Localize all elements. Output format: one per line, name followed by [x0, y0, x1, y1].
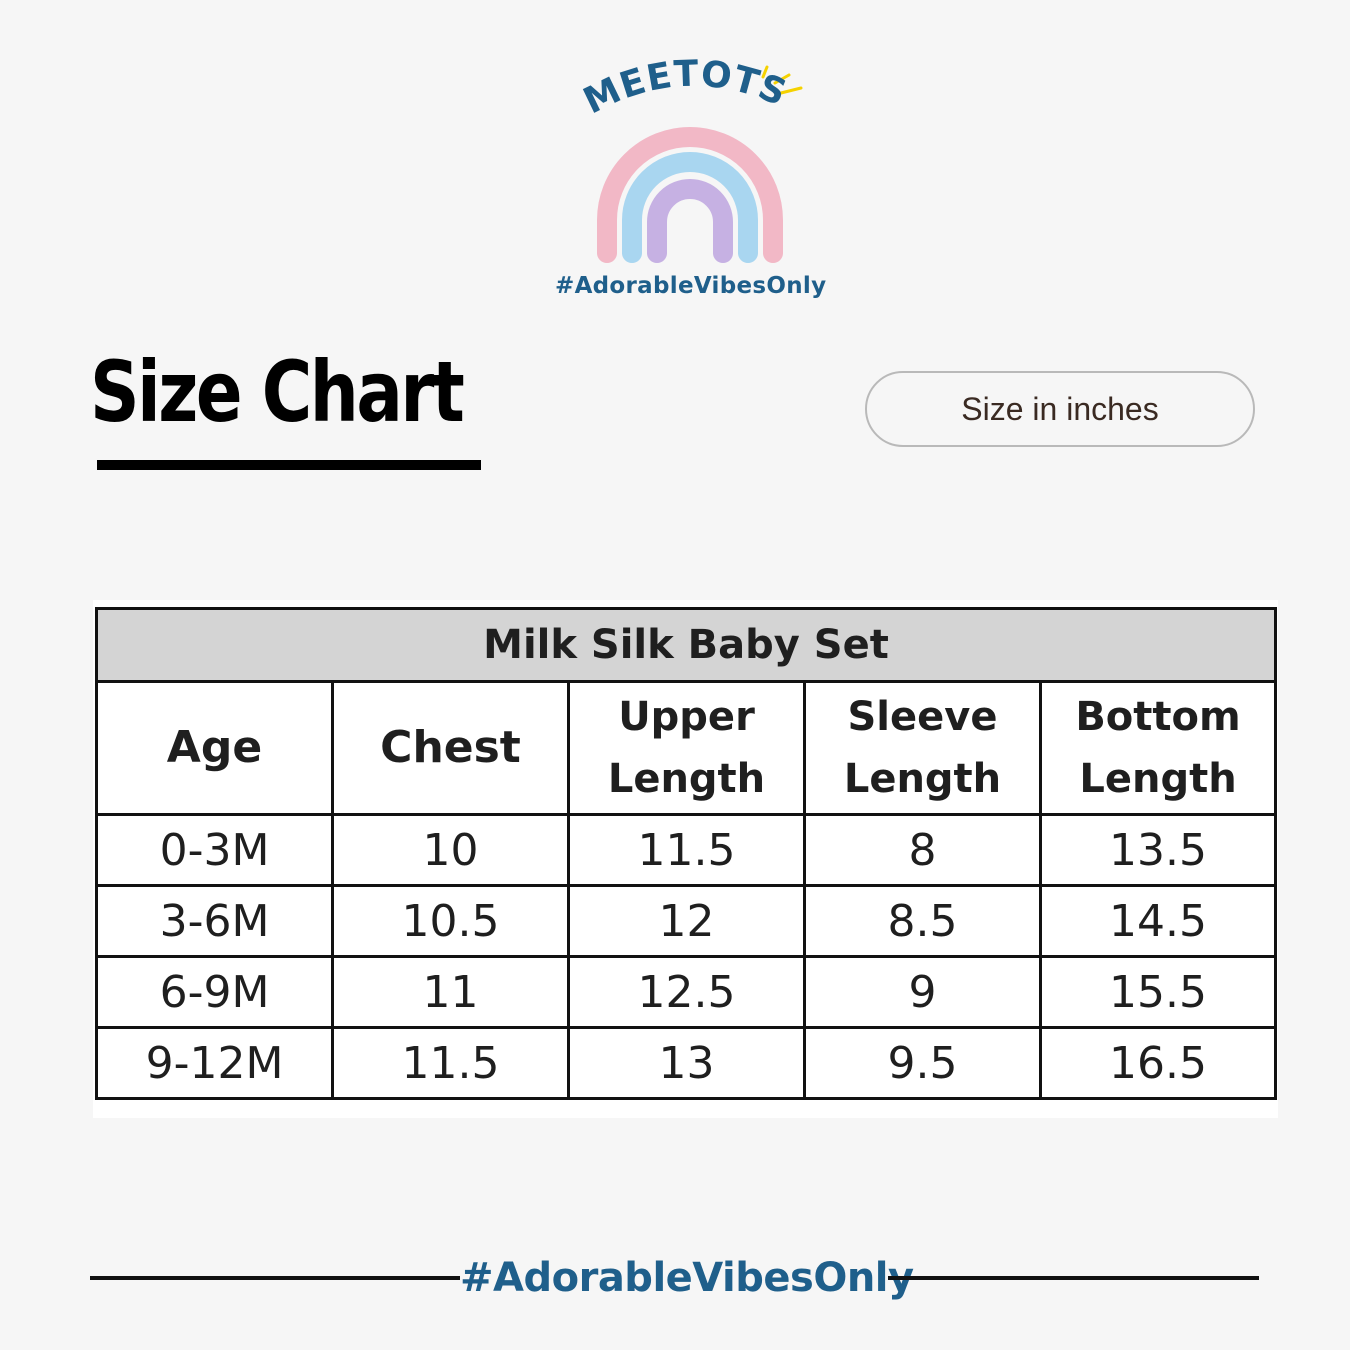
cell-bottom-length: 16.5: [1038, 1026, 1278, 1100]
table-row: 6-9M 11 12.5 9 15.5: [95, 955, 1278, 1029]
cell-sleeve-length: 8.5: [803, 884, 1042, 958]
cell-age: 9-12M: [95, 1026, 334, 1100]
cell-age: 0-3M: [95, 813, 334, 887]
column-header-upper-length: Upper Length: [567, 680, 806, 816]
unit-label: Size in inches: [961, 390, 1159, 427]
cell-bottom-length: 13.5: [1038, 813, 1278, 887]
title-underline: [97, 460, 481, 470]
cell-upper-length: 11.5: [567, 813, 806, 887]
column-header-chest: Chest: [331, 680, 570, 816]
table-row: 3-6M 10.5 12 8.5 14.5: [95, 884, 1278, 958]
column-header-age: Age: [95, 680, 334, 816]
cell-upper-length: 12: [567, 884, 806, 958]
rainbow-outer-arc: [597, 127, 783, 263]
cell-chest: 11: [331, 955, 570, 1029]
rainbow-logo-graphic: MEETOTS: [577, 55, 803, 263]
cell-bottom-length: 15.5: [1038, 955, 1278, 1029]
page-title: Size Chart: [90, 343, 465, 441]
column-header-bottom-length: Bottom Length: [1038, 680, 1278, 816]
footer-divider-right: [888, 1276, 1259, 1280]
cell-sleeve-length: 9.5: [803, 1026, 1042, 1100]
cell-chest: 10: [331, 813, 570, 887]
footer-tagline: #AdorableVibesOnly: [460, 1255, 914, 1301]
table-row: 9-12M 11.5 13 9.5 16.5: [95, 1026, 1278, 1100]
table-row: 0-3M 10 11.5 8 13.5: [95, 813, 1278, 887]
column-header-sleeve-length: Sleeve Length: [803, 680, 1042, 816]
cell-chest: 10.5: [331, 884, 570, 958]
cell-chest: 11.5: [331, 1026, 570, 1100]
table-caption-row: Milk Silk Baby Set: [94, 607, 1278, 683]
logo-tagline: #AdorableVibesOnly: [555, 273, 827, 299]
cell-upper-length: 12.5: [567, 955, 806, 1029]
cell-bottom-length: 14.5: [1038, 884, 1278, 958]
cell-sleeve-length: 8: [803, 813, 1042, 887]
brand-logo: MEETOTS #AdorableVibesOnly: [555, 55, 827, 315]
table-caption: Milk Silk Baby Set: [94, 607, 1278, 683]
cell-sleeve-length: 9: [803, 955, 1042, 1029]
rainbow-middle-arc: [622, 152, 758, 263]
cell-age: 3-6M: [95, 884, 334, 958]
cell-upper-length: 13: [567, 1026, 806, 1100]
size-chart-table-container: Milk Silk Baby Set Age Chest Upper Lengt…: [93, 600, 1278, 1118]
size-chart-table: Milk Silk Baby Set Age Chest Upper Lengt…: [94, 607, 1278, 1100]
unit-badge: Size in inches: [865, 371, 1255, 447]
cell-age: 6-9M: [95, 955, 334, 1029]
footer-divider-left: [90, 1276, 460, 1280]
brand-name: MEETOTS: [577, 55, 792, 122]
sparkle-icon: [761, 65, 803, 95]
table-header-row: Age Chest Upper Length Sleeve Length Bot…: [95, 680, 1278, 816]
rainbow-inner-arc: [647, 179, 733, 263]
